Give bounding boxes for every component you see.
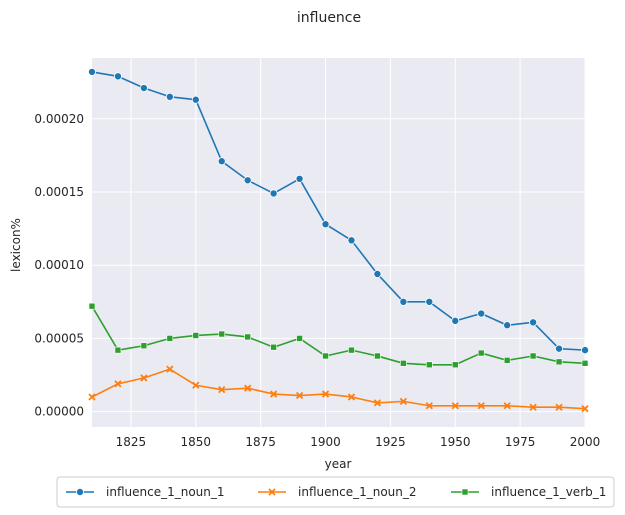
data-point <box>400 360 407 367</box>
series-line <box>91 368 586 410</box>
data-point <box>165 92 174 101</box>
x-axis-ticks: 1825 1850 1875 1900 1925 1950 1975 2000 <box>116 435 601 449</box>
data-point <box>426 361 433 369</box>
data-point <box>140 342 148 350</box>
y-axis-label: lexicon% <box>9 218 23 272</box>
x-axis-label: year <box>325 457 352 471</box>
data-point <box>581 346 590 355</box>
data-point <box>140 374 148 382</box>
data-point <box>477 402 485 410</box>
data-point <box>373 399 382 407</box>
data-point <box>399 297 408 306</box>
legend-label: influence_1_noun_2 <box>298 485 417 499</box>
data-point <box>451 402 459 410</box>
series-influence_1_verb_1 <box>88 302 589 369</box>
data-point <box>529 318 538 327</box>
data-point <box>244 384 252 392</box>
series-influence_1_noun_2 <box>88 365 589 413</box>
data-point <box>191 95 200 104</box>
data-point <box>296 335 303 342</box>
data-point <box>503 402 511 410</box>
series-lines <box>88 67 590 413</box>
data-point <box>295 174 304 183</box>
data-point <box>348 346 355 354</box>
data-point <box>555 403 563 411</box>
data-point <box>269 390 278 398</box>
x-tick-label: 1850 <box>181 435 212 449</box>
x-tick-label: 1900 <box>310 435 341 449</box>
x-tick-label: 1875 <box>245 435 276 449</box>
data-point <box>581 405 589 413</box>
data-point <box>555 358 563 366</box>
data-point <box>321 390 330 398</box>
grid <box>92 58 586 427</box>
data-point <box>503 357 511 364</box>
data-point <box>244 333 251 341</box>
data-point <box>322 352 329 360</box>
data-point <box>88 393 96 401</box>
legend-entry: influence_1_noun_2 <box>258 485 417 499</box>
y-tick-label: 0.00015 <box>34 185 84 199</box>
data-point <box>425 402 433 410</box>
data-point <box>166 335 174 342</box>
data-point <box>477 309 486 318</box>
plot-area <box>92 58 585 427</box>
data-point <box>88 67 97 76</box>
legend-marker <box>268 488 276 496</box>
data-point <box>114 380 122 388</box>
data-point <box>139 84 148 93</box>
y-tick-label: 0.00005 <box>34 331 84 345</box>
legend: influence_1_noun_1 influence_1_noun_2 infl… <box>56 476 615 508</box>
data-point <box>192 332 200 339</box>
data-point <box>529 403 537 411</box>
data-point <box>114 346 122 354</box>
data-point <box>269 189 278 198</box>
data-point <box>374 352 381 360</box>
data-point <box>88 302 96 310</box>
y-tick-label: 0.00000 <box>34 405 84 419</box>
data-point <box>218 386 226 394</box>
legend-label: influence_1_noun_1 <box>106 485 225 499</box>
data-point <box>321 220 330 229</box>
data-point <box>477 349 485 357</box>
data-point <box>218 330 226 338</box>
data-point <box>347 393 356 401</box>
data-point <box>451 361 459 369</box>
x-tick-label: 1825 <box>116 435 147 449</box>
y-axis-ticks: 0.00000 0.00005 0.00010 0.00015 0.00020 <box>34 112 84 419</box>
data-point <box>295 391 304 400</box>
data-point <box>451 316 460 325</box>
data-point <box>399 397 408 406</box>
x-tick-label: 2000 <box>570 435 601 449</box>
data-point <box>243 176 252 185</box>
legend-entry: influence_1_verb_1 <box>451 485 606 499</box>
data-point <box>529 352 537 360</box>
series-line <box>91 305 586 366</box>
data-point <box>217 157 226 166</box>
x-tick-label: 1950 <box>440 435 471 449</box>
data-point <box>347 236 356 245</box>
series-influence_1_noun_1 <box>88 67 590 355</box>
y-tick-label: 0.00010 <box>34 258 84 272</box>
chart-title: influence <box>297 10 361 26</box>
data-point <box>581 360 589 367</box>
data-point <box>113 72 122 81</box>
legend-entry: influence_1_noun_1 <box>66 485 225 499</box>
data-point <box>270 343 277 351</box>
legend-marker <box>76 487 85 496</box>
y-tick-label: 0.00020 <box>34 112 84 126</box>
x-tick-label: 1975 <box>505 435 536 449</box>
data-point <box>555 344 564 353</box>
data-point <box>192 381 200 389</box>
data-point <box>503 321 512 330</box>
legend-marker <box>461 488 469 496</box>
legend-label: influence_1_verb_1 <box>491 485 606 499</box>
x-tick-label: 1925 <box>375 435 406 449</box>
data-point <box>166 365 174 373</box>
legend-box <box>56 476 615 508</box>
series-line <box>91 71 586 351</box>
data-point <box>373 269 382 278</box>
data-point <box>425 297 434 306</box>
